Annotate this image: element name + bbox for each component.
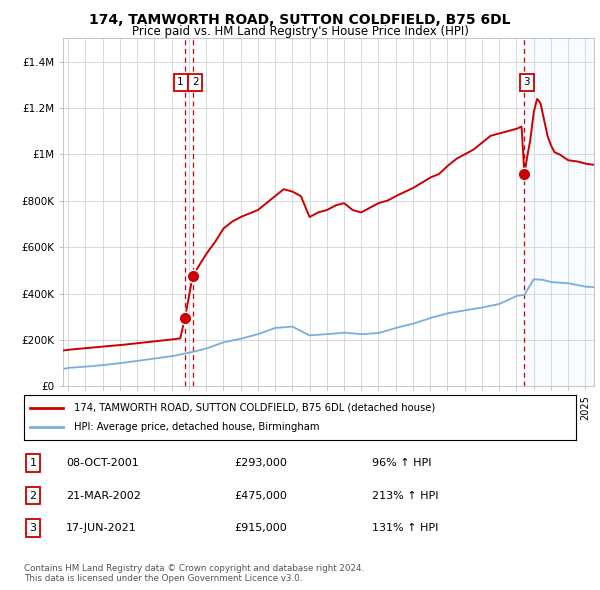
Text: 174, TAMWORTH ROAD, SUTTON COLDFIELD, B75 6DL: 174, TAMWORTH ROAD, SUTTON COLDFIELD, B7…: [89, 13, 511, 27]
Text: 2: 2: [29, 491, 37, 500]
Text: 08-OCT-2001: 08-OCT-2001: [66, 458, 139, 468]
Bar: [524, 38, 594, 386]
Text: 213% ↑ HPI: 213% ↑ HPI: [372, 491, 439, 500]
Text: 17-JUN-2021: 17-JUN-2021: [66, 523, 137, 533]
Text: Contains HM Land Registry data © Crown copyright and database right 2024.
This d: Contains HM Land Registry data © Crown c…: [24, 563, 364, 583]
Text: £475,000: £475,000: [234, 491, 287, 500]
Text: 1: 1: [29, 458, 37, 468]
Text: £293,000: £293,000: [234, 458, 287, 468]
Bar: [185, 38, 193, 386]
Text: 3: 3: [29, 523, 37, 533]
Text: 2: 2: [192, 77, 199, 87]
Text: 1: 1: [177, 77, 184, 87]
Text: £915,000: £915,000: [234, 523, 287, 533]
Text: 174, TAMWORTH ROAD, SUTTON COLDFIELD, B75 6DL (detached house): 174, TAMWORTH ROAD, SUTTON COLDFIELD, B7…: [74, 403, 435, 412]
Text: 131% ↑ HPI: 131% ↑ HPI: [372, 523, 439, 533]
Text: 21-MAR-2002: 21-MAR-2002: [66, 491, 141, 500]
Text: 3: 3: [524, 77, 530, 87]
Text: HPI: Average price, detached house, Birmingham: HPI: Average price, detached house, Birm…: [74, 422, 319, 432]
Text: 96% ↑ HPI: 96% ↑ HPI: [372, 458, 431, 468]
Text: Price paid vs. HM Land Registry's House Price Index (HPI): Price paid vs. HM Land Registry's House …: [131, 25, 469, 38]
